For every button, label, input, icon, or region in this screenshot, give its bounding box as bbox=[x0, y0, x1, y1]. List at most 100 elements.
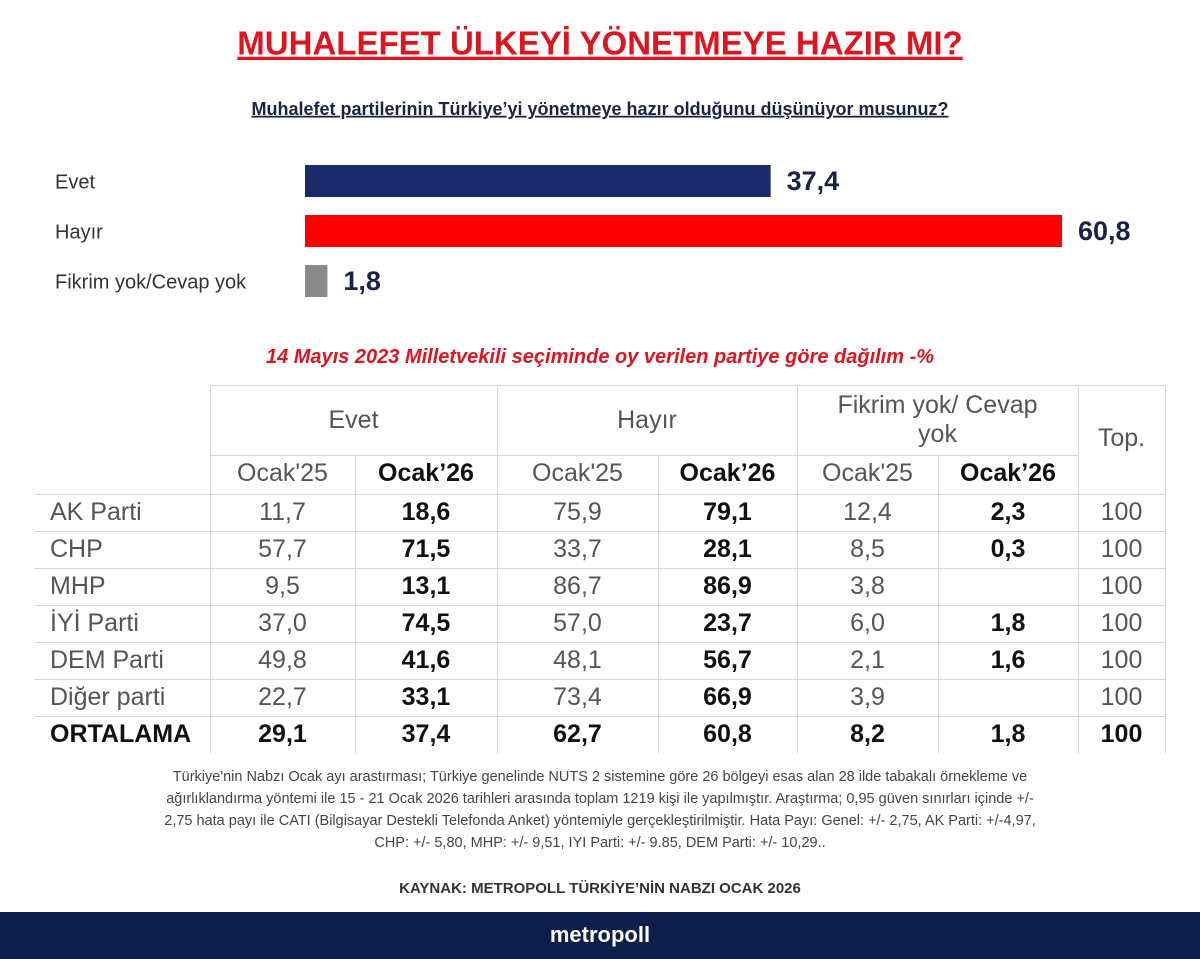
table-cell: 37,0 bbox=[258, 609, 307, 638]
value-label: 37,4 bbox=[787, 166, 840, 196]
table-title: 14 Mayıs 2023 Milletvekili seçiminde oy … bbox=[265, 346, 935, 368]
sub-header: Ocak'25 bbox=[237, 459, 328, 488]
sub-header: Ocak'25 bbox=[822, 459, 913, 488]
table-cell: 2,3 bbox=[990, 498, 1026, 527]
brand: metropoll bbox=[549, 922, 651, 947]
value-label: 60,8 bbox=[1078, 216, 1131, 246]
row-line bbox=[35, 494, 1165, 495]
category-label: Evet bbox=[55, 171, 95, 193]
table-cell: 57,7 bbox=[258, 535, 307, 564]
table-cell: 1,6 bbox=[990, 646, 1026, 675]
row-line bbox=[210, 455, 1078, 456]
table-cell: 18,6 bbox=[401, 498, 451, 527]
value-label: 1,8 bbox=[343, 266, 381, 296]
table-cell: 6,0 bbox=[850, 609, 885, 638]
sub-header: Ocak'25 bbox=[532, 459, 623, 488]
table-cell: 1,8 bbox=[990, 609, 1026, 638]
table-cell: 13,1 bbox=[401, 572, 451, 601]
source: KAYNAK: METROPOLL TÜRKİYE’NİN NABZI OCAK… bbox=[399, 880, 801, 897]
table: Evet Hayır Fikrim yok/ Cevap yok Top. Ocak'2… bbox=[35, 385, 1166, 753]
row-label: Diğer parti bbox=[50, 683, 166, 712]
table-cell: 57,0 bbox=[553, 609, 602, 638]
category-label: Hayır bbox=[55, 221, 103, 243]
row-label: İYİ Parti bbox=[50, 609, 139, 638]
row-label: DEM Parti bbox=[50, 646, 164, 675]
table-cell: 8,2 bbox=[850, 720, 885, 749]
group-header: Hayır bbox=[617, 405, 677, 434]
table-cell: 49,8 bbox=[258, 646, 307, 675]
table-cell: 86,9 bbox=[703, 572, 752, 601]
table-cell: 74,5 bbox=[401, 609, 451, 638]
table-cell: 12,4 bbox=[843, 498, 892, 527]
row-label: AK Parti bbox=[50, 498, 142, 527]
row-line bbox=[210, 385, 1165, 386]
table-cell: 29,1 bbox=[258, 720, 307, 749]
table-cell: 41,6 bbox=[401, 646, 451, 675]
bar bbox=[305, 215, 1062, 247]
table-cell: 37,4 bbox=[401, 720, 451, 749]
table-cell: 62,7 bbox=[553, 720, 602, 749]
chart-subtitle: Muhalefet partilerinin Türkiye’yi yönetm… bbox=[251, 99, 948, 119]
column-line bbox=[797, 385, 798, 753]
table-cell: 79,1 bbox=[703, 498, 752, 527]
column-line bbox=[938, 455, 939, 753]
table-cell: 100 bbox=[1100, 572, 1143, 601]
table-cell: 0,3 bbox=[990, 535, 1026, 564]
table-cell: 8,5 bbox=[850, 535, 885, 564]
table-cell: 66,9 bbox=[703, 683, 752, 712]
column-line bbox=[497, 385, 498, 753]
footnote: Türkiye'nin Nabzı Ocak ayı arastırması; … bbox=[20, 766, 1180, 854]
sub-header: Ocak’26 bbox=[960, 459, 1056, 488]
group-header: Fikrim yok/ Cevap yok bbox=[837, 391, 1038, 448]
table-cell: 56,7 bbox=[703, 646, 752, 675]
table-cell: 3,8 bbox=[850, 572, 885, 601]
table-cell: 71,5 bbox=[401, 535, 451, 564]
table-cell: 100 bbox=[1100, 498, 1143, 527]
table-cell: 23,7 bbox=[703, 609, 752, 638]
bar bbox=[305, 265, 328, 297]
sub-header: Ocak’26 bbox=[378, 459, 474, 488]
column-line bbox=[1165, 385, 1166, 753]
table-cell: 3,9 bbox=[850, 683, 885, 712]
table-cell: 28,1 bbox=[703, 535, 752, 564]
footnote-line: CHP: +/- 5,80, MHP: +/- 9,51, IYI Parti:… bbox=[374, 835, 826, 851]
column-line bbox=[658, 455, 659, 753]
row-label: CHP bbox=[50, 535, 103, 564]
column-line bbox=[355, 455, 356, 753]
table-cell: 48,1 bbox=[553, 646, 602, 675]
row-label: MHP bbox=[50, 572, 106, 601]
footnote-line: 2,75 hata payı ile CATI (Bilgisayar Dest… bbox=[164, 813, 1036, 829]
chart-title: MUHALEFET ÜLKEYİ YÖNETMEYE HAZIR MI? bbox=[237, 25, 962, 62]
table-cell: 100 bbox=[1100, 646, 1143, 675]
table-cell: 2,1 bbox=[850, 646, 885, 675]
row-line bbox=[35, 679, 1165, 680]
row-line bbox=[35, 716, 1165, 717]
column-line bbox=[210, 385, 211, 753]
row-line bbox=[35, 568, 1165, 569]
group-header: Top. bbox=[1097, 424, 1146, 453]
footnote-line: Türkiye'nin Nabzı Ocak ayı arastırması; … bbox=[172, 769, 1028, 785]
table-cell: 86,7 bbox=[553, 572, 602, 601]
row-line bbox=[35, 642, 1165, 643]
table-cell: 11,7 bbox=[259, 498, 306, 527]
table-cell: 100 bbox=[1100, 609, 1143, 638]
row-line bbox=[35, 605, 1165, 606]
table-cell: 9,5 bbox=[265, 572, 300, 601]
table-cell: 100 bbox=[1100, 683, 1143, 712]
table-cell: 100 bbox=[1100, 720, 1143, 749]
table-cell: 100 bbox=[1100, 535, 1143, 564]
chart: MUHALEFET ÜLKEYİ YÖNETMEYE HAZIR MI? Muh… bbox=[55, 25, 1131, 297]
sub-header: Ocak’26 bbox=[679, 459, 776, 488]
table-cell: 75,9 bbox=[553, 498, 602, 527]
brand-bar: metropoll bbox=[0, 912, 1200, 959]
group-header: Evet bbox=[328, 405, 379, 434]
table-cell: 60,8 bbox=[703, 720, 752, 749]
row-line bbox=[35, 531, 1165, 532]
table-cell: 73,4 bbox=[553, 683, 602, 712]
table-cell: 22,7 bbox=[258, 683, 307, 712]
table-cell: 33,1 bbox=[401, 683, 451, 712]
footnote-line: ağırlıklandırma yöntemi ile 15 - 21 Ocak… bbox=[166, 791, 1034, 807]
bar bbox=[305, 165, 771, 197]
row-label: ORTALAMA bbox=[50, 720, 192, 749]
